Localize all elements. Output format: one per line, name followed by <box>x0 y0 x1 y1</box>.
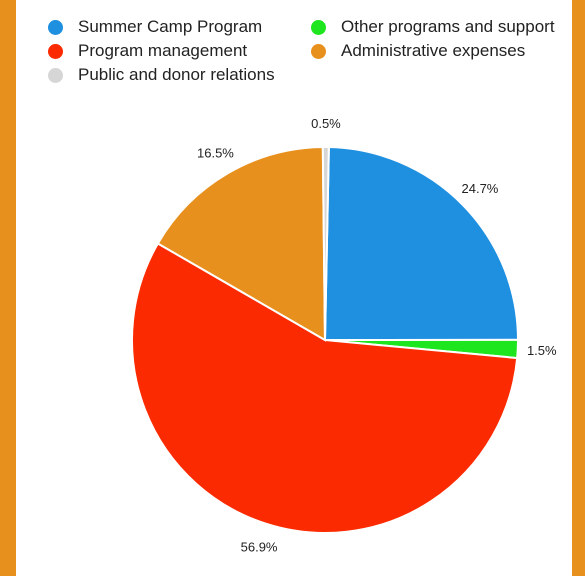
legend-label-public-donor: Public and donor relations <box>78 65 275 84</box>
pie-slice-summer-camp <box>323 146 520 342</box>
pie-slice-program-management <box>131 242 519 534</box>
legend-label-administrative: Administrative expenses <box>341 41 526 60</box>
data-label-other-programs: 1.5% <box>527 343 557 358</box>
legend-swatch-program-management <box>48 43 63 59</box>
pie-slice-administrative <box>156 146 327 342</box>
data-label-public-donor: 0.5% <box>311 116 341 131</box>
legend-label-other-programs: Other programs and support <box>341 17 555 36</box>
legend-label-program-management: Program management <box>78 41 248 60</box>
pie-slice-public-donor <box>321 146 330 341</box>
legend-label-summer-camp: Summer Camp Program <box>78 17 263 36</box>
legend-swatch-administrative <box>311 43 326 59</box>
data-label-summer-camp: 24.7% <box>462 181 499 196</box>
legend-swatch-summer-camp <box>48 19 63 35</box>
legend-swatch-public-donor <box>48 67 63 83</box>
data-label-program-management: 56.9% <box>241 540 278 555</box>
data-label-administrative: 16.5% <box>197 146 234 161</box>
legend-item-other-programs: Other programs and support <box>311 17 555 37</box>
legend-item-administrative: Administrative expenses <box>311 41 525 61</box>
legend-item-program-management: Program management <box>48 41 247 61</box>
legend-item-summer-camp: Summer Camp Program <box>48 17 262 37</box>
chart-panel: Summer Camp Program Other programs and s… <box>16 0 572 576</box>
legend-item-public-donor: Public and donor relations <box>48 65 275 85</box>
legend-swatch-other-programs <box>311 19 326 35</box>
pie-chart: 24.7% 1.5% 56.9% 16.5% 0.5% <box>131 116 557 555</box>
